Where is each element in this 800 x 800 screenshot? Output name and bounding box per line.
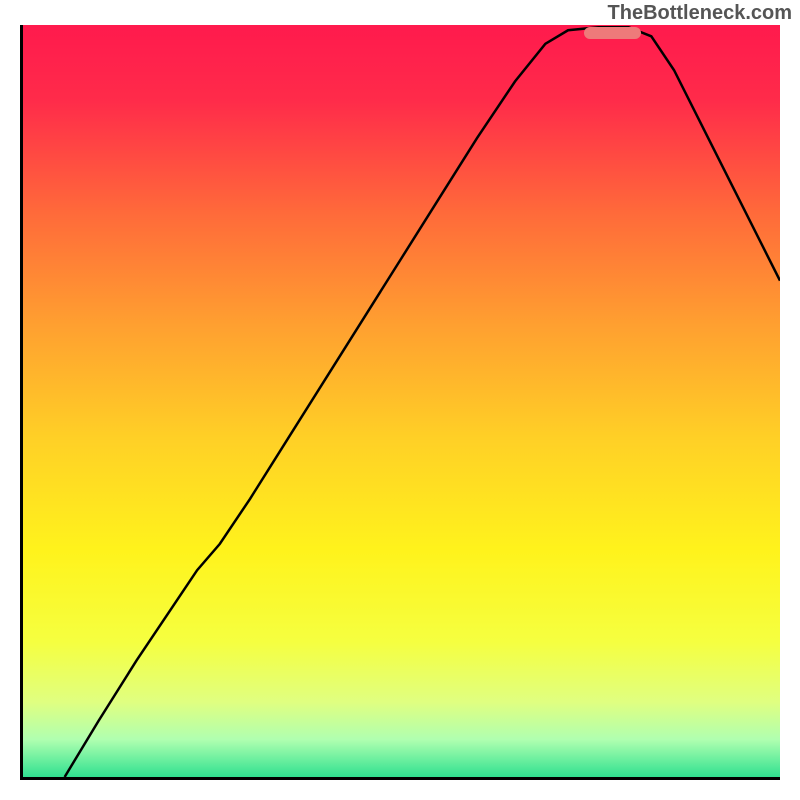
optimal-marker [584, 27, 641, 39]
watermark-text: TheBottleneck.com [608, 2, 792, 25]
bottleneck-curve [23, 25, 780, 777]
plot-area [20, 25, 780, 780]
